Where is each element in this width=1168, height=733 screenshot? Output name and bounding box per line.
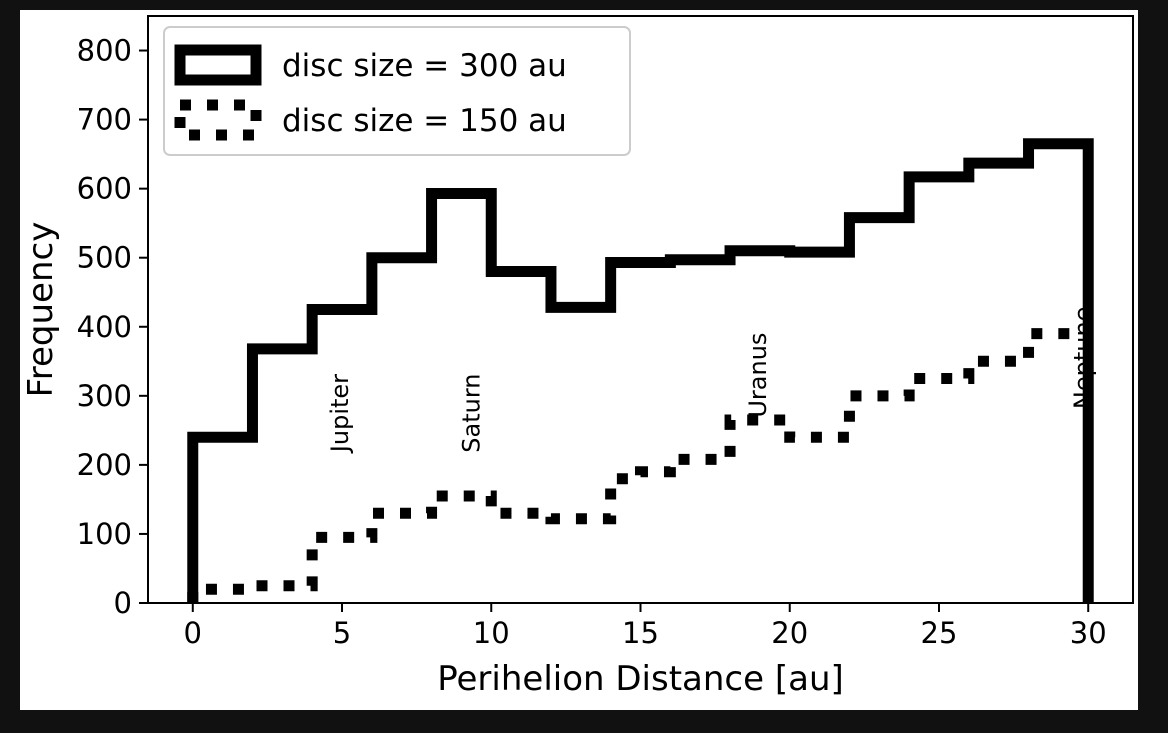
annotation-uranus: Uranus [744,333,772,418]
x-tick-label: 20 [771,616,808,650]
y-tick-label: 0 [114,586,132,620]
x-tick-label: 25 [921,616,958,650]
planet-annotations: Jupiter Saturn Uranus Neptune [326,307,1097,455]
x-tick-label: 15 [622,616,659,650]
legend: disc size = 300 au disc size = 150 au [163,26,631,156]
y-axis-label: Frequency [21,222,61,398]
legend-label-disc-300au: disc size = 300 au [282,48,567,84]
series-disc-300au-step-line [187,138,1094,603]
y-tick-label: 800 [77,34,132,68]
legend-box [163,26,631,156]
x-tick-label: 0 [184,616,202,650]
legend-label-disc-150au: disc size = 150 au [282,103,567,139]
plot-content [187,138,1094,603]
annotation-neptune: Neptune [1069,307,1097,410]
annotation-jupiter: Jupiter [326,374,354,454]
y-tick-label: 100 [77,517,132,551]
series-disc-150au-step-line [187,328,1089,603]
y-tick-label: 600 [77,172,132,206]
x-tick-label: 5 [333,616,351,650]
y-tick-label: 400 [77,310,132,344]
y-tick-label: 700 [77,103,132,137]
legend-swatch-disc-300au [174,44,262,86]
x-tick-label: 30 [1070,616,1107,650]
x-axis-label: Perihelion Distance [au] [437,659,844,699]
y-tick-label: 200 [77,448,132,482]
x-tick-label: 10 [473,616,510,650]
annotation-saturn: Saturn [457,373,485,452]
y-tick-label: 300 [77,379,132,413]
chart-figure: 0 5 10 15 20 25 30 0 100 200 300 400 500 600 700 800 Pe… [20,10,1138,710]
y-tick-label: 500 [77,241,132,275]
legend-swatch-disc-150au [174,99,262,141]
